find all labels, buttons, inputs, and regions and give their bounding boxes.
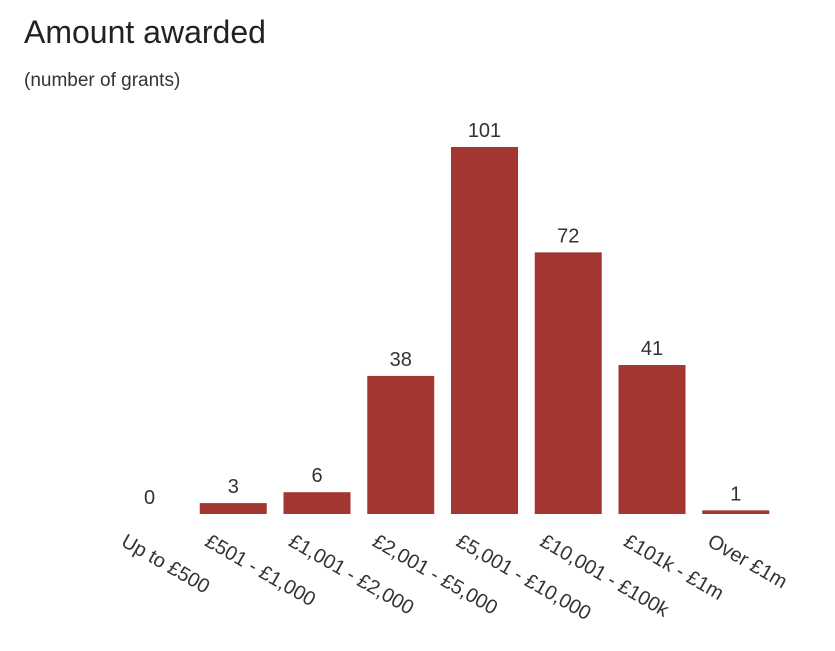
bar-1 <box>199 503 267 514</box>
value-label-2: 6 <box>311 465 322 487</box>
value-label-7: 1 <box>730 483 741 505</box>
category-label-0: Up to £500 <box>118 530 214 598</box>
bar-2 <box>283 492 351 514</box>
category-labels-group: Up to £500£501 - £1,000£1,001 - £2,000£2… <box>118 530 791 625</box>
chart-subtitle: (number of grants) <box>24 70 181 91</box>
value-label-1: 3 <box>228 476 239 498</box>
bar-4 <box>451 147 518 514</box>
value-label-5: 72 <box>557 225 579 247</box>
bar-7 <box>702 510 770 514</box>
value-labels-group: 0 3 6 38 101 72 41 1 <box>144 120 741 509</box>
bar-6 <box>618 365 686 514</box>
value-label-0: 0 <box>144 487 155 509</box>
chart-title: Amount awarded <box>24 14 266 50</box>
value-label-6: 41 <box>641 338 663 360</box>
value-label-3: 38 <box>390 349 412 371</box>
bar-5 <box>534 252 602 515</box>
value-label-4: 101 <box>468 120 501 142</box>
bar-3 <box>367 375 435 514</box>
bars-group <box>199 147 770 515</box>
